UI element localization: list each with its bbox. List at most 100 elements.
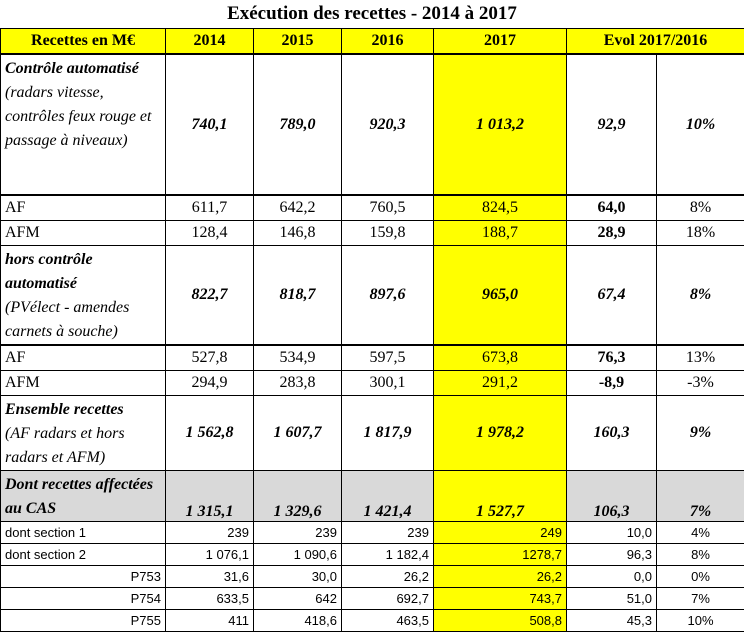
cell-2015: 146,8 — [254, 221, 342, 246]
cell-2016: 897,6 — [342, 246, 434, 346]
cell-2015: 1 090,6 — [254, 544, 342, 566]
cell-2014: 31,6 — [166, 566, 254, 588]
table-row: Contrôle automatisé (radars vitesse, con… — [1, 54, 744, 195]
cell-2014: 294,9 — [166, 371, 254, 396]
table-row: P753 31,6 30,0 26,2 26,2 0,0 0% — [1, 566, 744, 588]
row-label: AF — [1, 195, 166, 221]
table-row: AF 527,8 534,9 597,5 673,8 76,3 13% — [1, 345, 744, 371]
cell-2016: 239 — [342, 522, 434, 544]
cell-evol-pct: 13% — [657, 345, 744, 371]
row-label: P754 — [1, 588, 166, 610]
table-row: dont section 1 239 239 239 249 10,0 4% — [1, 522, 744, 544]
cell-2014: 527,8 — [166, 345, 254, 371]
cell-2016: 300,1 — [342, 371, 434, 396]
cell-evol-value: 0,0 — [567, 566, 657, 588]
header-2015: 2015 — [254, 29, 342, 55]
cell-2016: 1 182,4 — [342, 544, 434, 566]
cell-2014: 239 — [166, 522, 254, 544]
cell-2015: 534,9 — [254, 345, 342, 371]
table-row: dont section 2 1 076,1 1 090,6 1 182,4 1… — [1, 544, 744, 566]
cell-evol-pct: 7% — [657, 588, 744, 610]
cell-2015: 1 329,6 — [254, 471, 342, 522]
cell-2017: 1 527,7 — [434, 471, 567, 522]
cell-2016: 920,3 — [342, 54, 434, 195]
cell-2014: 633,5 — [166, 588, 254, 610]
cell-2015: 818,7 — [254, 246, 342, 346]
cell-2016: 760,5 — [342, 195, 434, 221]
cell-2017: 743,7 — [434, 588, 567, 610]
cell-2015: 30,0 — [254, 566, 342, 588]
cell-2017: 26,2 — [434, 566, 567, 588]
table-row: Ensemble recettes (AF radars et hors rad… — [1, 396, 744, 471]
cell-2016: 1 817,9 — [342, 396, 434, 471]
cell-evol-value: 64,0 — [567, 195, 657, 221]
cell-2016: 692,7 — [342, 588, 434, 610]
row-label: AFM — [1, 371, 166, 396]
table-row: Dont recettes affectées au CAS 1 315,1 1… — [1, 471, 744, 522]
row-label: Dont recettes affectées au CAS — [1, 471, 166, 522]
header-2017: 2017 — [434, 29, 567, 55]
cell-2015: 239 — [254, 522, 342, 544]
header-label: Recettes en M€ — [1, 29, 166, 55]
cell-2017: 249 — [434, 522, 567, 544]
cell-2016: 1 421,4 — [342, 471, 434, 522]
cell-2017: 673,8 — [434, 345, 567, 371]
row-label: Ensemble recettes (AF radars et hors rad… — [1, 396, 166, 471]
row-label: Contrôle automatisé (radars vitesse, con… — [1, 54, 166, 195]
table-title: Exécution des recettes - 2014 à 2017 — [0, 0, 744, 28]
cell-2017: 188,7 — [434, 221, 567, 246]
cell-evol-pct: 7% — [657, 471, 744, 522]
header-2014: 2014 — [166, 29, 254, 55]
row-label: AFM — [1, 221, 166, 246]
cell-evol-pct: -3% — [657, 371, 744, 396]
revenue-table: Recettes en M€ 2014 2015 2016 2017 Evol … — [0, 28, 744, 632]
cell-2017: 1 978,2 — [434, 396, 567, 471]
cell-evol-value: 106,3 — [567, 471, 657, 522]
table-row: hors contrôle automatisé (PVélect - amen… — [1, 246, 744, 346]
cell-2015: 642,2 — [254, 195, 342, 221]
cell-evol-pct: 0% — [657, 566, 744, 588]
header-row: Recettes en M€ 2014 2015 2016 2017 Evol … — [1, 29, 744, 55]
cell-2014: 740,1 — [166, 54, 254, 195]
cell-2016: 597,5 — [342, 345, 434, 371]
cell-evol-pct: 8% — [657, 246, 744, 346]
cell-2014: 1 076,1 — [166, 544, 254, 566]
cell-evol-value: 76,3 — [567, 345, 657, 371]
cell-evol-pct: 8% — [657, 544, 744, 566]
row-label: dont section 2 — [1, 544, 166, 566]
cell-evol-value: 96,3 — [567, 544, 657, 566]
cell-2016: 159,8 — [342, 221, 434, 246]
cell-2015: 642 — [254, 588, 342, 610]
cell-2015: 789,0 — [254, 54, 342, 195]
cell-evol-pct: 9% — [657, 396, 744, 471]
header-evol: Evol 2017/2016 — [567, 29, 744, 55]
cell-2017: 824,5 — [434, 195, 567, 221]
row-label: hors contrôle automatisé (PVélect - amen… — [1, 246, 166, 346]
table-row: AFM 128,4 146,8 159,8 188,7 28,9 18% — [1, 221, 744, 246]
cell-evol-value: 10,0 — [567, 522, 657, 544]
row-label: AF — [1, 345, 166, 371]
cell-2014: 128,4 — [166, 221, 254, 246]
cell-evol-value: 28,9 — [567, 221, 657, 246]
cell-2015: 1 607,7 — [254, 396, 342, 471]
cell-2014: 1 315,1 — [166, 471, 254, 522]
cell-evol-pct: 18% — [657, 221, 744, 246]
cell-evol-value: -8,9 — [567, 371, 657, 396]
cell-evol-pct: 8% — [657, 195, 744, 221]
cell-2014: 822,7 — [166, 246, 254, 346]
cell-evol-value: 92,9 — [567, 54, 657, 195]
cell-evol-pct: 4% — [657, 522, 744, 544]
header-2016: 2016 — [342, 29, 434, 55]
cell-evol-value: 67,4 — [567, 246, 657, 346]
cell-2017: 1278,7 — [434, 544, 567, 566]
cell-2014: 611,7 — [166, 195, 254, 221]
table-row: AFM 294,9 283,8 300,1 291,2 -8,9 -3% — [1, 371, 744, 396]
cell-2016: 26,2 — [342, 566, 434, 588]
table-row: AF 611,7 642,2 760,5 824,5 64,0 8% — [1, 195, 744, 221]
cell-2017: 965,0 — [434, 246, 567, 346]
cell-2017: 291,2 — [434, 371, 567, 396]
cell-2015: 283,8 — [254, 371, 342, 396]
cell-evol-value: 160,3 — [567, 396, 657, 471]
cell-2017: 1 013,2 — [434, 54, 567, 195]
cell-evol-pct: 10% — [657, 54, 744, 195]
